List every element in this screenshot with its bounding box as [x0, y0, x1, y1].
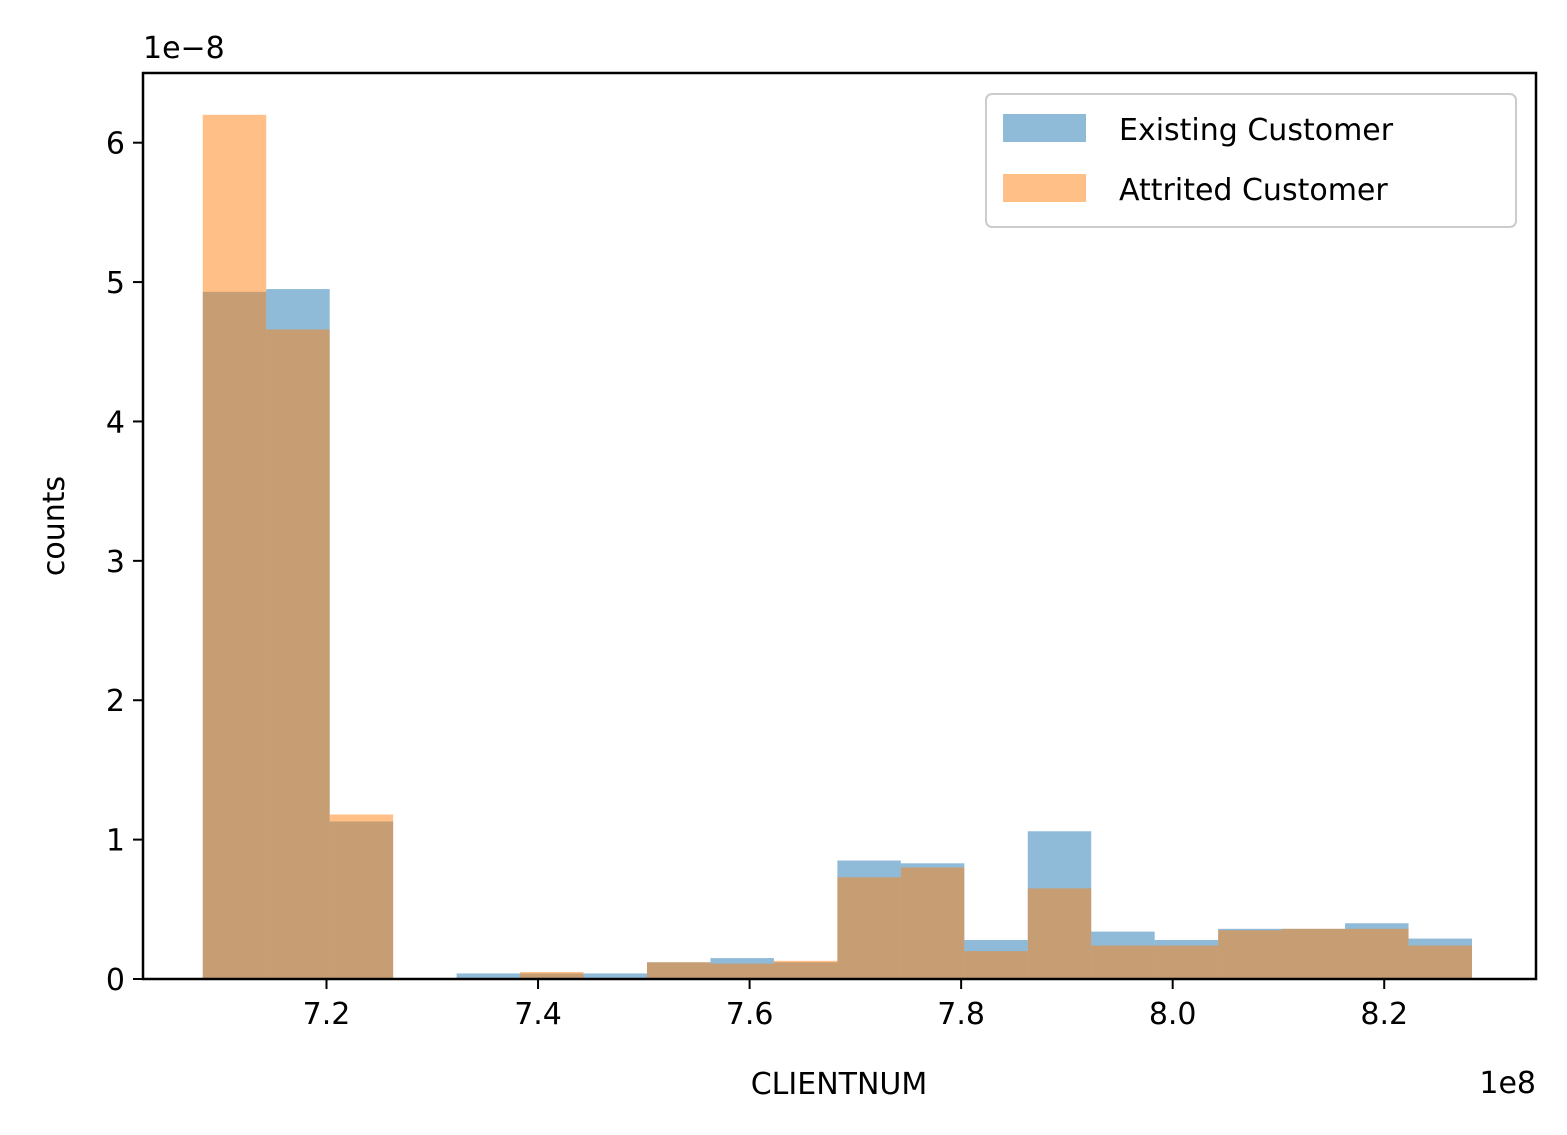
x-tick-label: 7.8 [937, 997, 985, 1032]
x-tick-label: 8.2 [1360, 997, 1408, 1032]
bar-attrited-customer-17 [1281, 928, 1346, 979]
bar-attrited-customer-2 [329, 814, 394, 979]
y-tick-label: 5 [106, 266, 125, 301]
bar-attrited-customer-1 [266, 329, 330, 980]
bar-attrited-customer-0 [202, 114, 267, 980]
bar-attrited-customer-10 [837, 877, 901, 979]
bar-attrited-customer-16 [1218, 930, 1282, 979]
legend-label-existing: Existing Customer [1119, 113, 1394, 148]
bar-existing-customer-4 [456, 973, 521, 979]
y-tick-label: 0 [106, 963, 125, 998]
bar-attrited-customer-19 [1408, 945, 1473, 979]
y-tick-label: 3 [106, 545, 125, 580]
bar-attrited-customer-12 [964, 951, 1028, 979]
plot-area: 7.2 7.4 7.6 7.8 8.0 8.2 0 1 2 3 4 5 6 [106, 71, 1538, 1032]
legend-swatch-existing [1003, 114, 1086, 142]
bar-attrited-customer-11 [900, 867, 965, 979]
bar-attrited-customer-13 [1027, 888, 1092, 979]
bar-attrited-customer-7 [646, 962, 711, 979]
bars-layer [202, 114, 1473, 980]
legend-label-attrited: Attrited Customer [1119, 173, 1388, 208]
y-axis-label: counts [37, 476, 72, 576]
bar-attrited-customer-8 [710, 963, 774, 979]
x-ticks: 7.2 7.4 7.6 7.8 8.0 8.2 [303, 979, 1408, 1032]
bar-attrited-customer-15 [1154, 945, 1219, 979]
legend-box [985, 93, 1517, 228]
legend: Existing Customer Attrited Customer [985, 93, 1517, 228]
y-ticks: 0 1 2 3 4 5 6 [106, 127, 143, 998]
x-tick-label: 7.6 [726, 997, 774, 1032]
x-tick-label: 8.0 [1149, 997, 1197, 1032]
legend-swatch-attrited [1003, 174, 1086, 202]
bar-attrited-customer-9 [773, 960, 838, 979]
bar-attrited-customer-5 [520, 972, 584, 979]
x-axis-label: CLIENTNUM [751, 1067, 928, 1102]
y-tick-label: 2 [106, 684, 125, 719]
y-tick-label: 6 [106, 127, 125, 162]
x-offset-text: 1e8 [1479, 1066, 1536, 1101]
bar-attrited-customer-18 [1345, 928, 1409, 979]
y-tick-label: 4 [106, 405, 125, 440]
y-tick-label: 1 [106, 824, 125, 859]
y-offset-text: 1e−8 [143, 31, 225, 66]
bar-attrited-customer-14 [1091, 945, 1155, 979]
bar-existing-customer-6 [583, 973, 647, 979]
x-tick-label: 7.4 [514, 997, 562, 1032]
x-tick-label: 7.2 [303, 997, 351, 1032]
axes-frame [141, 71, 1538, 981]
